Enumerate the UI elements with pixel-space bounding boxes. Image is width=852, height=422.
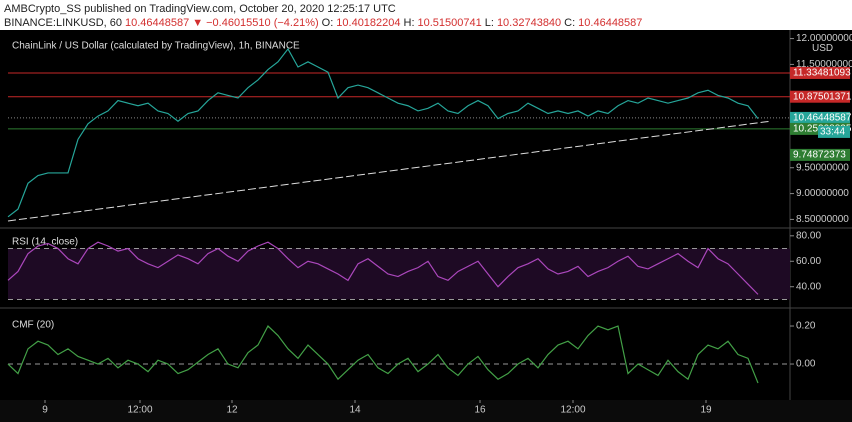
level-box [790, 90, 850, 103]
x-tick-label: 19 [700, 405, 712, 416]
header-segment: C: [564, 17, 576, 29]
y-tick-label: 40.00 [796, 281, 821, 292]
y-tick-label: 11.50000000 [796, 59, 852, 70]
countdown: 33:44 [820, 127, 845, 138]
series-line [7, 241, 759, 295]
header-segment: BINANCE:LINKUSD, 60 [4, 17, 122, 29]
y-tick-label: 80.00 [796, 230, 821, 241]
header-segment: 10.51500741 [417, 17, 482, 29]
series-line [7, 325, 759, 384]
x-tick-label: 12:00 [127, 405, 152, 416]
header-segment: O: [321, 17, 334, 29]
x-tick-label: 12 [226, 405, 238, 416]
header-segment: 10.40182204 [336, 17, 401, 29]
countdown-box [818, 125, 850, 138]
x-axis-strip [0, 400, 852, 422]
y-tick-label: 12.00000000 [796, 33, 852, 44]
header: AMBCrypto_SS published on TradingView.co… [4, 2, 645, 30]
level-box [790, 148, 850, 161]
header-segment: −0.46015510 (−4.21%) [206, 17, 319, 29]
x-tick-label: 9 [42, 405, 48, 416]
x-tick-label: 16 [474, 405, 486, 416]
pane-title: ChainLink / US Dollar (calculated by Tra… [12, 41, 300, 52]
level-box [790, 111, 850, 124]
level-label: 9.74872373 [793, 150, 846, 161]
series-line [7, 47, 759, 218]
y-tick-label: 9.50000000 [796, 162, 849, 173]
header-line1: AMBCrypto_SS published on TradingView.co… [4, 3, 396, 15]
y-tick-label: 0.00 [796, 359, 816, 370]
header-segment: 10.46448587 [578, 17, 643, 29]
rsi-band [8, 248, 790, 300]
header-segment: ▼ [192, 17, 204, 29]
header-segment: H: [403, 17, 415, 29]
level-label: 10.46448587 [793, 113, 852, 124]
y-tick-label: 60.00 [796, 256, 821, 267]
header-line2: BINANCE:LINKUSD, 60 10.46448587 ▼ −0.460155… [4, 16, 645, 30]
pane-title: RSI (14, close) [12, 237, 78, 248]
level-label: 10.87501371 [793, 91, 852, 102]
trendline [7, 120, 771, 222]
x-tick-label: 14 [349, 405, 361, 416]
y-tick-label: 9.00000000 [796, 188, 849, 199]
y-tick-label: 8.50000000 [796, 214, 849, 225]
chart: ChainLink / US Dollar (calculated by Tra… [0, 30, 852, 422]
header-segment: L: [484, 17, 494, 29]
level-box [790, 66, 850, 79]
y-tick-label: 0.20 [796, 321, 816, 332]
header-segment: 10.32743840 [496, 17, 562, 29]
level-label: 11.33481093 [793, 68, 851, 79]
x-tick-label: 12:00 [560, 405, 585, 416]
chart-background [0, 30, 852, 422]
unit-label: USD [812, 43, 833, 54]
pane-title: CMF (20) [12, 320, 54, 331]
header-segment: 10.46448587 [124, 17, 190, 29]
